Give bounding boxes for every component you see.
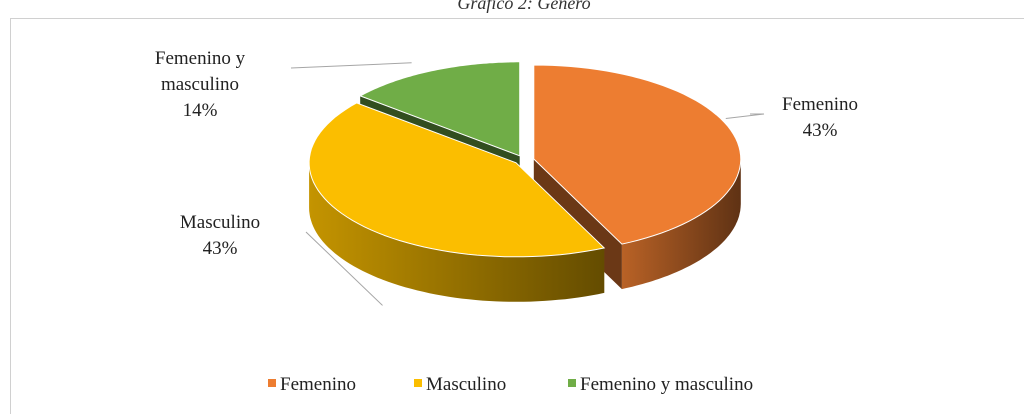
label-value: 43% — [802, 120, 838, 141]
data-label: Femenino 43% — [745, 92, 895, 144]
slice — [533, 64, 742, 245]
label-name: Masculino — [179, 212, 261, 233]
legend-label: Femenino y masculino — [580, 374, 753, 395]
label-name: Femenino — [782, 94, 858, 115]
leader-line — [305, 231, 383, 306]
legend-swatch — [568, 379, 576, 387]
data-label: Masculino 43% — [145, 210, 295, 262]
label-value: 14% — [182, 100, 218, 121]
data-label: Femenino y masculino 14% — [135, 46, 265, 124]
chart-frame — [10, 18, 1024, 414]
label-name: Femenino y masculino — [154, 48, 246, 95]
slice-wall — [621, 159, 741, 290]
label-value: 43% — [202, 238, 238, 259]
slice — [358, 61, 521, 157]
legend-label: Masculino — [426, 374, 506, 395]
pie — [290, 61, 765, 306]
legend-swatch — [268, 379, 276, 387]
chart-title: Gráfico 2: Género — [457, 0, 590, 13]
leader-line — [725, 113, 765, 119]
leader-line — [290, 62, 412, 69]
legend-swatch — [414, 379, 422, 387]
legend: Femenino Masculino Femenino y masculino — [268, 374, 753, 395]
slice — [308, 102, 606, 258]
legend-label: Femenino — [280, 374, 356, 395]
slice-wall — [309, 162, 605, 302]
